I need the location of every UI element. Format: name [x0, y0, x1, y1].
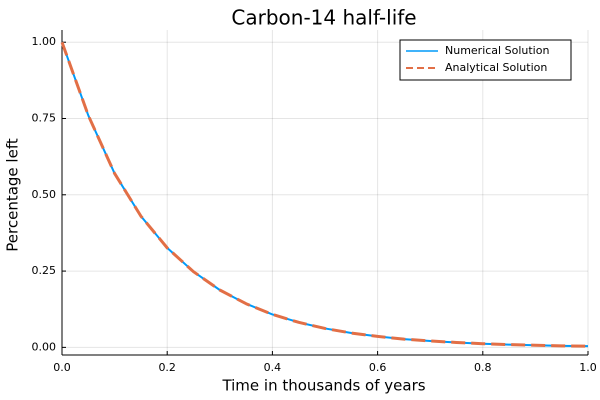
y-tick-label: 0.50 — [32, 188, 57, 201]
tick-labels: 0.0 0.2 0.4 0.6 0.8 1.0 0.00 0.25 0.50 0.75 1.00 — [32, 35, 597, 374]
legend: Numerical Solution Analytical Solution — [399, 39, 572, 81]
series-lines — [60, 41, 589, 348]
grid — [61, 30, 589, 355]
x-axis-label: Time in thousands of years — [221, 377, 425, 395]
x-tick-label: 0.8 — [474, 361, 492, 374]
x-tick-label: 0.0 — [53, 361, 71, 374]
legend-box — [399, 39, 572, 81]
y-tick-label: 0.75 — [32, 111, 57, 124]
y-tick-label: 0.25 — [32, 264, 57, 277]
analytical-solution-line — [60, 41, 589, 348]
y-tick-label: 1.00 — [32, 35, 57, 48]
legend-label: Analytical Solution — [445, 61, 547, 74]
axes — [61, 30, 589, 356]
x-tick-label: 1.0 — [579, 361, 597, 374]
y-tick-label: 0.00 — [32, 340, 57, 353]
x-tick-label: 0.2 — [158, 361, 176, 374]
x-tick-label: 0.6 — [369, 361, 387, 374]
legend-label: Numerical Solution — [445, 44, 549, 57]
numerical-solution-line — [61, 41, 589, 348]
y-axis-label: Percentage left — [4, 138, 22, 252]
x-tick-label: 0.4 — [264, 361, 282, 374]
chart-title: Carbon-14 half-life — [231, 6, 416, 30]
